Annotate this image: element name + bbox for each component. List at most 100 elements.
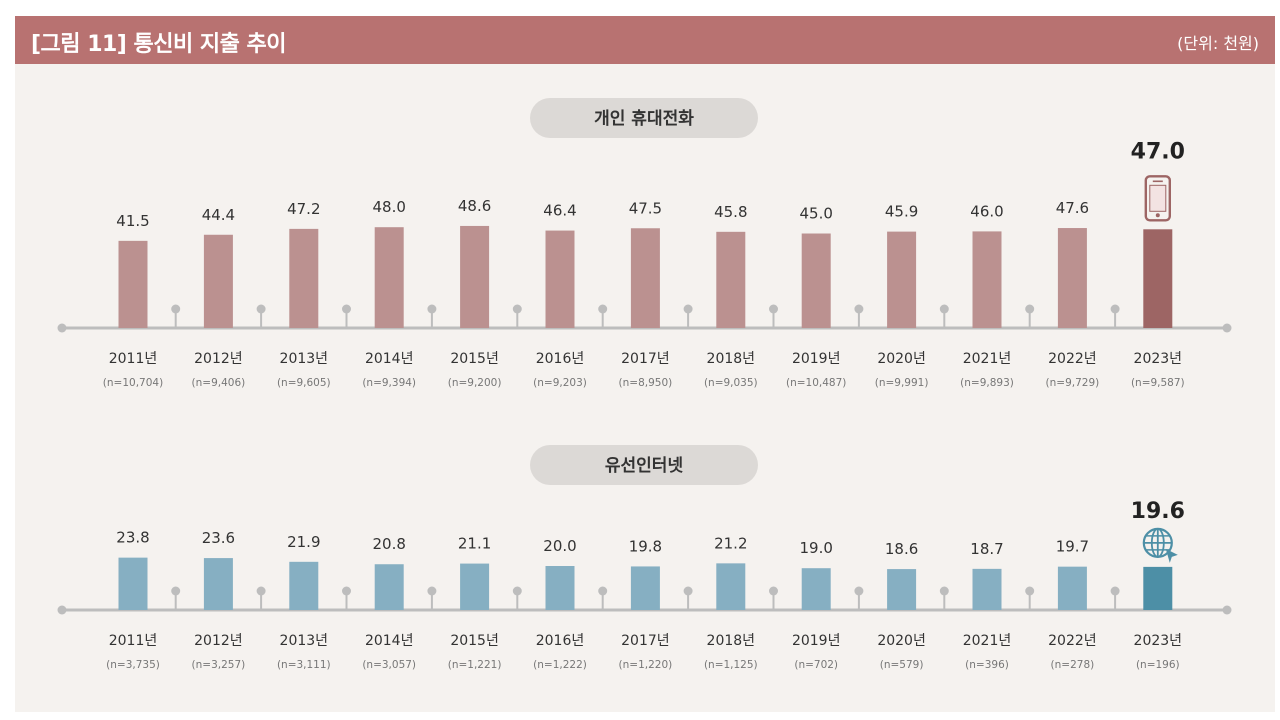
bar (1057, 228, 1087, 328)
smartphone-body (1144, 175, 1172, 222)
data-label: 19.7 (1056, 538, 1089, 556)
bar (716, 563, 746, 610)
bar (801, 233, 831, 328)
sample-size-label: (n=9,035) (704, 377, 758, 389)
x-tick-label: 2018년 (707, 351, 756, 367)
x-tick-label: 2017년 (621, 633, 670, 649)
data-label: 21.2 (714, 534, 747, 552)
axis-end-dot (57, 323, 67, 333)
data-label: 20.0 (543, 537, 576, 555)
separator-pin (256, 586, 266, 596)
sample-size-label: (n=3,257) (192, 659, 246, 671)
sample-size-label: (n=1,125) (704, 659, 758, 671)
sample-size-label: (n=9,893) (960, 377, 1014, 389)
data-label: 20.8 (372, 535, 405, 553)
sample-size-label: (n=9,394) (362, 377, 416, 389)
sample-size-label: (n=396) (965, 659, 1009, 671)
sample-size-label: (n=9,203) (533, 377, 587, 389)
separator-pin (683, 304, 693, 314)
separator-pin (342, 304, 351, 314)
bar (716, 231, 746, 328)
data-label: 45.0 (799, 205, 832, 223)
separator-pin (1110, 586, 1120, 596)
x-tick-label: 2023년 (1134, 633, 1183, 649)
x-tick-label: 2015년 (450, 351, 499, 367)
separator-pin (1025, 304, 1035, 314)
data-label: 46.0 (970, 202, 1003, 220)
separator-pin (427, 304, 437, 314)
chart-title-pill (530, 98, 758, 138)
bar (203, 558, 233, 610)
smartphone-screen (1149, 184, 1167, 212)
separator-pin (1110, 304, 1120, 314)
sample-size-label: (n=1,222) (533, 659, 587, 671)
separator-pin (854, 586, 864, 596)
bar (545, 230, 575, 328)
separator-pin (256, 304, 266, 314)
data-label: 41.5 (116, 212, 149, 230)
separator-pin (854, 304, 864, 314)
separator-pin (769, 304, 778, 314)
bar (1143, 566, 1173, 610)
separator-pin (171, 304, 181, 314)
separator-pin (769, 586, 778, 596)
data-label: 47.0 (1131, 139, 1185, 164)
data-label: 19.8 (629, 537, 662, 555)
data-label: 21.9 (287, 533, 320, 551)
bar (801, 568, 831, 610)
bar (289, 228, 319, 328)
sample-size-label: (n=10,704) (103, 377, 163, 389)
x-tick-label: 2013년 (280, 633, 329, 649)
data-label: 47.6 (1056, 199, 1089, 217)
sample-size-label: (n=3,057) (362, 659, 416, 671)
sample-size-label: (n=9,991) (875, 377, 929, 389)
x-tick-label: 2012년 (194, 633, 243, 649)
sample-size-label: (n=196) (1136, 659, 1180, 671)
sample-size-label: (n=1,221) (448, 659, 502, 671)
globe-cursor (1165, 548, 1178, 563)
sample-size-label: (n=9,406) (192, 377, 246, 389)
x-tick-label: 2011년 (109, 351, 158, 367)
sample-size-label: (n=10,487) (786, 377, 846, 389)
bar (203, 234, 233, 328)
bar (887, 569, 917, 610)
unit-label: (단위: 천원) (1177, 34, 1259, 53)
data-label: 23.8 (116, 529, 149, 547)
bar (545, 566, 575, 610)
x-tick-label: 2019년 (792, 633, 841, 649)
sample-size-label: (n=1,220) (619, 659, 673, 671)
bar (1057, 566, 1087, 610)
bar (630, 228, 660, 328)
bar (374, 227, 404, 328)
bar (1143, 229, 1173, 328)
separator-pin (598, 586, 608, 596)
axis-end-dot (57, 605, 67, 615)
data-label: 47.5 (629, 199, 662, 217)
data-label: 48.0 (372, 198, 405, 216)
data-label: 19.0 (799, 539, 832, 557)
sample-size-label: (n=3,735) (106, 659, 160, 671)
x-tick-label: 2014년 (365, 351, 414, 367)
sample-size-label: (n=3,111) (277, 659, 331, 671)
x-tick-label: 2022년 (1048, 633, 1097, 649)
separator-pin (512, 304, 522, 314)
sample-size-label: (n=579) (880, 659, 924, 671)
sample-size-label: (n=702) (794, 659, 838, 671)
bar (289, 561, 319, 610)
x-tick-label: 2011년 (109, 633, 158, 649)
x-tick-label: 2012년 (194, 351, 243, 367)
bar (887, 231, 917, 328)
x-tick-label: 2014년 (365, 633, 414, 649)
chart-title-pill (530, 445, 758, 485)
data-label: 18.6 (885, 540, 918, 558)
x-tick-label: 2016년 (536, 351, 585, 367)
data-label: 23.6 (202, 529, 235, 547)
bar (630, 566, 660, 610)
bar (972, 568, 1002, 610)
separator-pin (598, 304, 608, 314)
x-tick-label: 2023년 (1134, 351, 1183, 367)
separator-pin (1025, 586, 1035, 596)
axis-end-dot (1222, 605, 1232, 615)
